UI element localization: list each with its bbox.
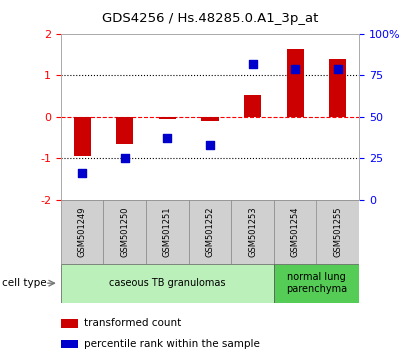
Text: transformed count: transformed count: [84, 318, 182, 329]
Text: GSM501249: GSM501249: [78, 207, 87, 257]
Bar: [159, 117, 176, 119]
Text: GSM501252: GSM501252: [205, 207, 215, 257]
Text: percentile rank within the sample: percentile rank within the sample: [84, 339, 260, 349]
Bar: [146, 200, 189, 264]
Bar: [202, 117, 218, 121]
Bar: [74, 117, 91, 156]
Text: GSM501254: GSM501254: [291, 207, 300, 257]
Bar: [329, 59, 346, 117]
Bar: [274, 264, 359, 303]
Text: GSM501253: GSM501253: [248, 206, 257, 257]
Bar: [61, 200, 103, 264]
Bar: [61, 319, 78, 328]
Text: caseous TB granulomas: caseous TB granulomas: [109, 278, 226, 288]
Point: [334, 66, 341, 72]
Point: [79, 171, 86, 176]
Text: GDS4256 / Hs.48285.0.A1_3p_at: GDS4256 / Hs.48285.0.A1_3p_at: [102, 12, 318, 25]
Point: [207, 142, 213, 148]
Point: [164, 136, 171, 141]
Bar: [317, 200, 359, 264]
Bar: [287, 50, 304, 117]
Text: GSM501255: GSM501255: [333, 207, 342, 257]
Text: GSM501250: GSM501250: [120, 207, 129, 257]
Text: GSM501251: GSM501251: [163, 207, 172, 257]
Point: [249, 61, 256, 67]
Bar: [61, 340, 78, 348]
Bar: [103, 200, 146, 264]
Point: [121, 156, 128, 161]
Bar: [189, 200, 231, 264]
Bar: [244, 95, 261, 117]
Bar: [61, 264, 274, 303]
Text: normal lung
parenchyma: normal lung parenchyma: [286, 272, 347, 294]
Bar: [231, 200, 274, 264]
Bar: [116, 117, 133, 144]
Text: cell type: cell type: [2, 278, 47, 288]
Bar: [274, 200, 317, 264]
Point: [292, 66, 299, 72]
